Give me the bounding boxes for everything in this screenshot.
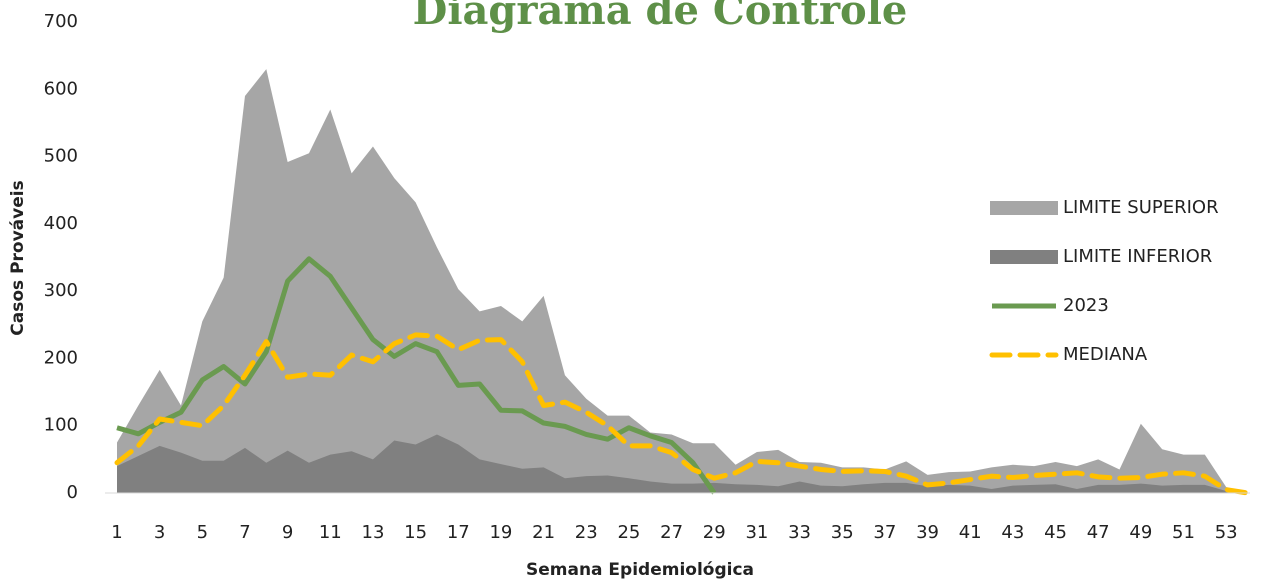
x-tick-label: 39	[916, 522, 939, 543]
x-tick-label: 7	[239, 522, 250, 543]
y-axis-title: Casos Prováveis	[8, 180, 28, 335]
x-tick-label: 27	[660, 522, 683, 543]
x-tick-label: 31	[745, 522, 768, 543]
y-tick-label: 400	[44, 213, 78, 234]
chart-title: Diagrama de Controle	[413, 0, 908, 34]
x-tick-label: 11	[319, 522, 342, 543]
y-tick-label: 700	[44, 11, 78, 32]
x-tick-label: 15	[404, 522, 427, 543]
y-tick-label: 500	[44, 146, 78, 167]
area	[117, 69, 1248, 493]
legend-label: LIMITE INFERIOR	[1063, 246, 1212, 267]
x-axis-title: Semana Epidemiológica	[526, 560, 754, 580]
x-tick-label: 9	[282, 522, 293, 543]
x-tick-label: 35	[831, 522, 854, 543]
x-tick-label: 25	[617, 522, 640, 543]
legend-swatch	[990, 201, 1058, 215]
x-tick-label: 1	[111, 522, 122, 543]
line	[114, 332, 1250, 496]
x-tick-label: 43	[1001, 522, 1024, 543]
y-tick-label: 100	[44, 415, 78, 436]
x-tick-label: 37	[873, 522, 896, 543]
legend-label: MEDIANA	[1063, 344, 1148, 365]
x-tick-label: 13	[362, 522, 385, 543]
x-tick-label: 21	[532, 522, 555, 543]
x-tick-label: 41	[959, 522, 982, 543]
area	[117, 434, 1248, 493]
x-tick-label: 49	[1129, 522, 1152, 543]
x-tick-label: 33	[788, 522, 811, 543]
x-tick-label: 47	[1087, 522, 1110, 543]
x-tick-label: 53	[1215, 522, 1238, 543]
y-tick-label: 600	[44, 78, 78, 99]
y-tick-label: 200	[44, 347, 78, 368]
x-tick-label: 19	[489, 522, 512, 543]
x-tick-label: 17	[447, 522, 470, 543]
legend-label: 2023	[1063, 295, 1109, 316]
legend-label: LIMITE SUPERIOR	[1063, 197, 1219, 218]
y-tick-label: 0	[67, 482, 78, 503]
y-tick-label: 300	[44, 280, 78, 301]
x-tick-label: 29	[703, 522, 726, 543]
legend-swatch	[990, 250, 1058, 264]
x-tick-label: 5	[197, 522, 208, 543]
x-tick-label: 51	[1172, 522, 1195, 543]
x-tick-label: 45	[1044, 522, 1067, 543]
x-tick-label: 23	[575, 522, 598, 543]
x-tick-label: 3	[154, 522, 165, 543]
